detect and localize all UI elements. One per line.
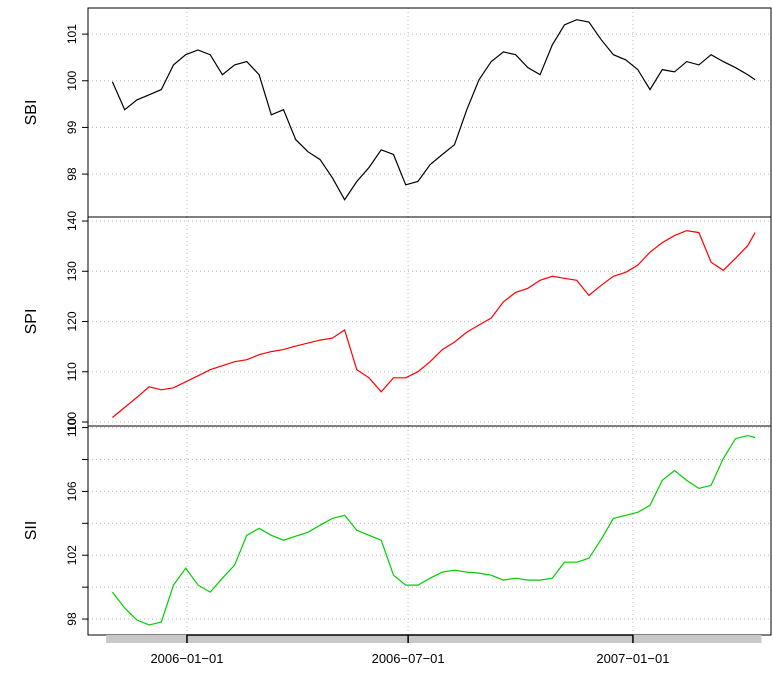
y-axis-label: SBI	[23, 100, 40, 126]
y-tick-label: 110	[65, 362, 79, 381]
series-line	[111, 19, 756, 201]
x-tick-label: 2007−01−01	[596, 651, 669, 666]
y-axis-label: SPI	[23, 309, 40, 335]
panel-frame	[87, 425, 772, 636]
y-tick-label: 100	[65, 70, 79, 90]
y-tick-label: 110	[65, 418, 79, 437]
y-tick-label: 140	[65, 211, 79, 231]
y-axis-label: SII	[23, 521, 40, 541]
y-tick-label: 98	[65, 167, 79, 181]
y-tick-label: 101	[65, 24, 79, 44]
series-line	[112, 229, 756, 418]
panel-frame	[87, 7, 772, 218]
y-tick-label: 120	[65, 311, 79, 331]
y-tick-label: 102	[65, 545, 79, 565]
y-tick-label: 106	[65, 481, 79, 501]
y-tick-label: 99	[65, 120, 79, 134]
x-tick-label: 2006−07−01	[372, 651, 445, 666]
x-tick-label: 2006−01−01	[150, 651, 223, 666]
y-tick-label: 100	[65, 412, 79, 432]
series-line	[111, 434, 756, 626]
y-tick-label: 130	[65, 261, 79, 281]
y-tick-label: 98	[65, 612, 79, 626]
